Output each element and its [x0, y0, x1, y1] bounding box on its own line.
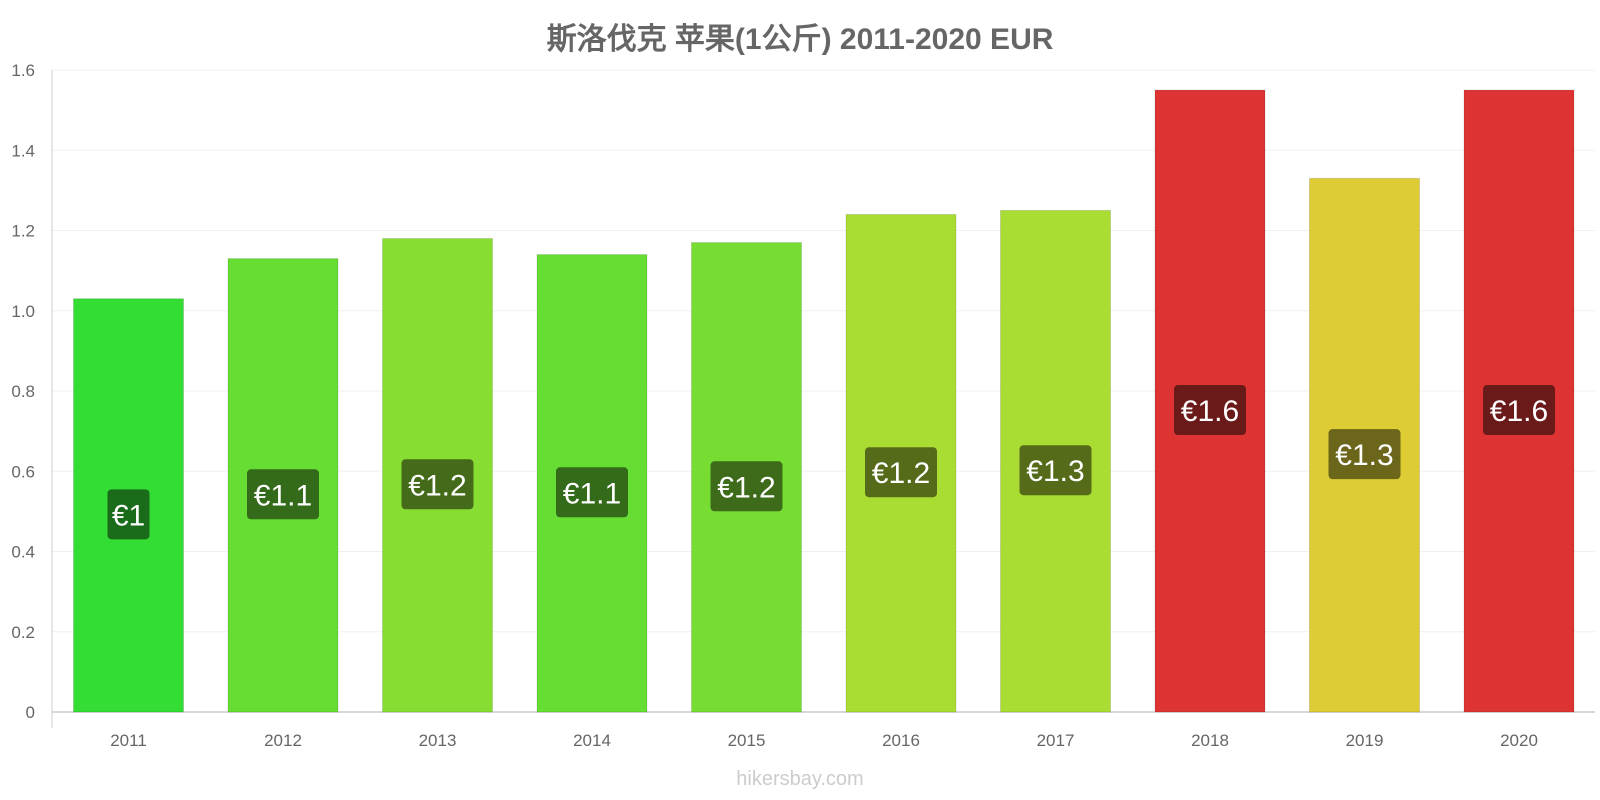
data-label-2020: €1.6 — [1490, 395, 1548, 428]
x-tick-label: 2012 — [264, 731, 302, 750]
data-label-2017: €1.3 — [1026, 455, 1084, 488]
data-labels: €1 €1.1 €1.2 €1.1 €1.2 €1.2 €1.3 €1.6 €1.3 €1.6 — [107, 385, 1555, 540]
x-tick-label: 2015 — [728, 731, 766, 750]
x-tick-label: 2011 — [110, 731, 147, 750]
y-tick-label: 1.4 — [11, 141, 35, 160]
data-label-2016: €1.2 — [872, 457, 930, 490]
data-label-background — [1328, 429, 1401, 480]
data-label-background — [710, 461, 783, 512]
data-label-2013: €1.2 — [408, 469, 466, 502]
x-tick-label: 2016 — [882, 731, 920, 750]
data-label-2011: €1 — [112, 499, 145, 532]
y-tick-label: 0.4 — [11, 543, 35, 562]
y-tick-label: 0.6 — [11, 462, 35, 481]
x-tick-label: 2019 — [1346, 731, 1384, 750]
bars — [73, 89, 1575, 713]
y-tick-label: 1.2 — [11, 222, 35, 241]
data-label-background — [1019, 445, 1092, 496]
x-tick-label: 2013 — [419, 731, 457, 750]
data-label-background — [556, 467, 628, 518]
x-tick-label: 2017 — [1037, 731, 1075, 750]
y-tick-label: 1.6 — [11, 61, 35, 80]
data-label-background — [401, 459, 474, 510]
y-tick-label: 0.2 — [11, 623, 35, 642]
data-label-2014: €1.1 — [563, 477, 621, 510]
x-tick-label: 2020 — [1500, 731, 1538, 750]
watermark: hikersbay.com — [736, 768, 864, 790]
y-tick-label: 0 — [26, 703, 35, 722]
y-tick-label: 0.8 — [11, 382, 35, 401]
data-label-2018: €1.6 — [1181, 395, 1239, 428]
data-label-background — [1174, 385, 1246, 436]
x-tick-label: 2018 — [1191, 731, 1229, 750]
bar-2014 — [536, 254, 648, 713]
data-label-2019: €1.3 — [1335, 439, 1393, 472]
data-label-background — [865, 447, 937, 498]
chart-title: 斯洛伐克 苹果(1公斤) 2011-2020 EUR — [546, 23, 1054, 56]
y-tick-label: 1.0 — [11, 302, 35, 321]
data-label-background — [247, 469, 319, 520]
data-label-2015: €1.2 — [717, 471, 775, 504]
x-tick-label: 2014 — [573, 731, 611, 750]
data-label-background — [107, 489, 150, 540]
data-label-background — [1483, 385, 1555, 436]
data-label-2012: €1.1 — [254, 479, 312, 512]
